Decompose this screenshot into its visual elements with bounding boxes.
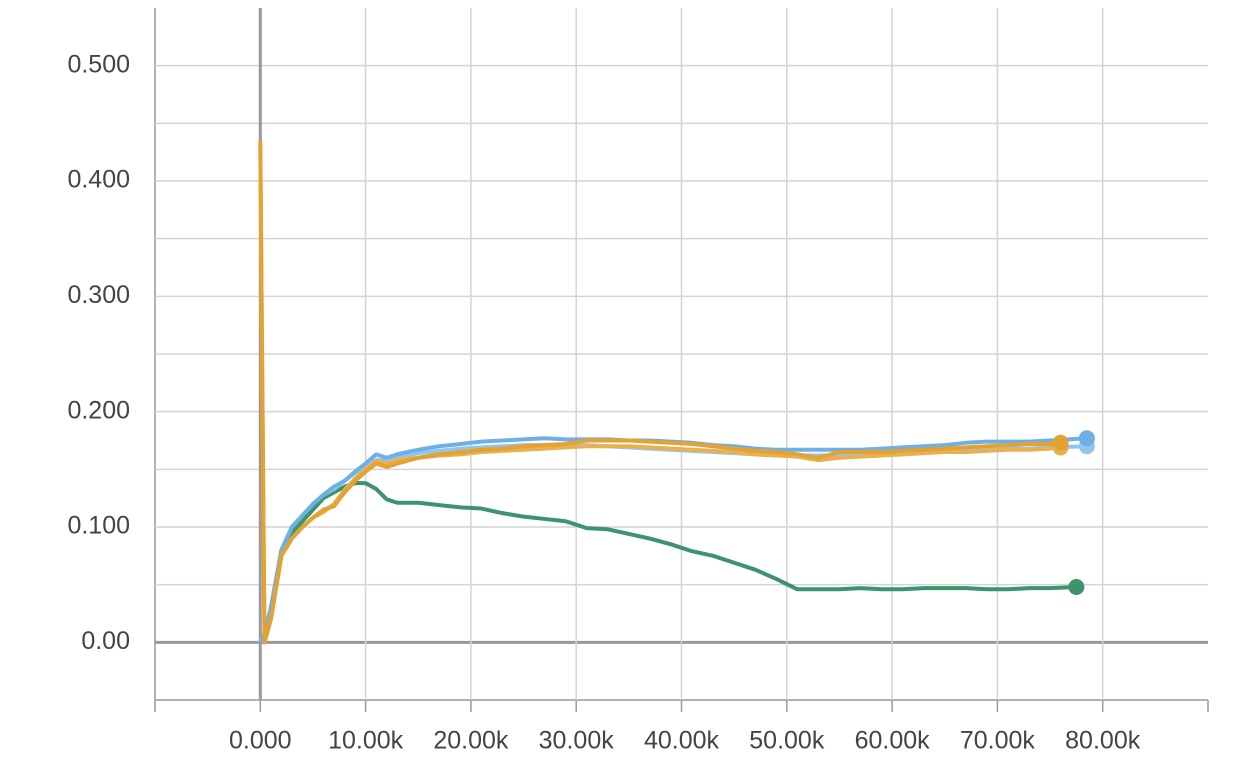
x-tick-label: 60.00k: [855, 727, 931, 755]
series-line: [258, 481, 1077, 644]
x-tick-label: 80.00k: [1065, 727, 1141, 755]
end-marker: [1078, 430, 1095, 447]
y-tick-label: 0.300: [67, 281, 130, 309]
y-tick-label: 0.400: [67, 166, 130, 194]
y-tick-label: 0.200: [67, 396, 130, 424]
series-line: [258, 146, 1061, 645]
x-tick-label: 30.00k: [539, 727, 615, 755]
end-marker: [1068, 578, 1085, 595]
x-tick-label: 70.00k: [960, 727, 1036, 755]
y-tick-label: 0.100: [67, 512, 130, 540]
y-tick-label: 0.500: [67, 50, 130, 78]
x-tick-label: 40.00k: [644, 727, 720, 755]
y-tick-label: 0.00: [81, 627, 130, 655]
x-tick-label: 0.000: [229, 727, 292, 755]
series-line: [258, 140, 1061, 645]
end-marker: [1052, 434, 1069, 451]
x-tick-label: 50.00k: [749, 727, 825, 755]
x-tick-label: 20.00k: [433, 727, 509, 755]
x-tick-label: 10.00k: [328, 727, 404, 755]
